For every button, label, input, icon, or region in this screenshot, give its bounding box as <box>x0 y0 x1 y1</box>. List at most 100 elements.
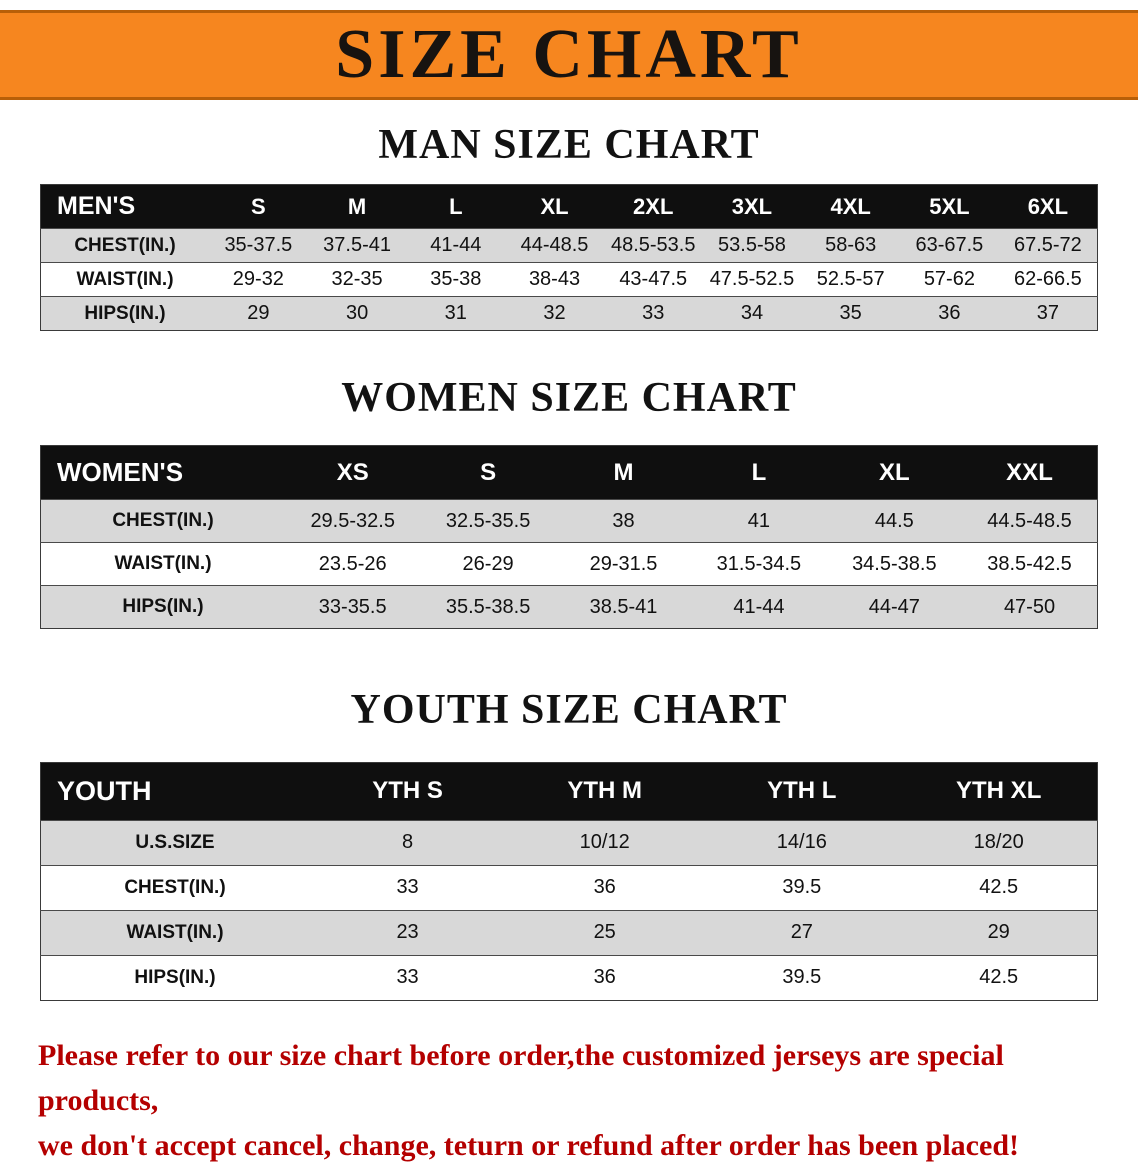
header-row: WOMEN'S XS S M L XL XXL <box>40 445 1098 500</box>
size-value: 37 <box>1036 302 1059 325</box>
size-column-header: XS <box>285 445 421 500</box>
size-value: 48.5-53.5 <box>610 234 696 257</box>
size-value: 29 <box>987 921 1010 944</box>
footer-notice: Please refer to our size chart before or… <box>38 1033 1100 1168</box>
size-value: 47-50 <box>1003 595 1056 618</box>
size-value: 29.5-32.5 <box>310 509 395 532</box>
size-value: 53.5-58 <box>718 234 786 257</box>
size-value: 18/20 <box>973 831 1024 854</box>
footer-notice-line-1: Please refer to our size chart before or… <box>38 1038 1004 1117</box>
table-corner-label: MEN'S <box>40 184 209 229</box>
size-value: 43-47.5 <box>619 268 688 291</box>
size-value: 23.5-26 <box>318 552 387 575</box>
size-value: 39.5 <box>782 966 822 989</box>
size-value: 27 <box>790 921 813 944</box>
women-size-chart-heading: WOMEN SIZE CHART <box>341 375 797 422</box>
size-value: 33 <box>396 876 419 899</box>
size-value: 39.5 <box>782 876 822 899</box>
size-value: 63-67.5 <box>915 234 984 257</box>
header-row: YOUTH YTH S YTH M YTH L YTH XL <box>40 762 1098 821</box>
size-column-header: 2XL <box>603 184 703 229</box>
size-value: 10/12 <box>579 831 630 854</box>
size-value: 37.5-41 <box>323 234 391 257</box>
table-row: U.S.SIZE 8 10/12 14/16 18/20 <box>40 820 1098 866</box>
size-value: 67.5-72 <box>1013 234 1082 257</box>
size-value: 32-35 <box>331 268 383 291</box>
size-value: 23 <box>396 921 419 944</box>
size-value: 35.5-38.5 <box>445 595 531 618</box>
size-value: 41-44 <box>430 234 482 257</box>
size-column-header: YTH L <box>703 762 901 821</box>
size-chart-banner: SIZE CHART <box>0 10 1138 100</box>
man-size-chart-heading: MAN SIZE CHART <box>378 122 760 168</box>
size-value: 31.5-34.5 <box>716 552 802 575</box>
size-column-header: 5XL <box>900 184 999 229</box>
size-value: 36 <box>938 302 961 325</box>
size-value: 31 <box>444 302 467 325</box>
table-row: CHEST(IN.) 33 36 39.5 42.5 <box>40 865 1098 911</box>
mens-table-body: CHEST(IN.) 35-37.5 37.5-41 41-44 44-48.5 48.5… <box>40 228 1098 331</box>
size-value: 34 <box>740 302 764 325</box>
womens-table-body: CHEST(IN.) 29.5-32.5 32.5-35.5 38 41 44.5 44.5… <box>40 499 1098 629</box>
youth-table-body: U.S.SIZE 8 10/12 14/16 18/20 CHEST(IN.) 33 36 39… <box>40 820 1098 1001</box>
size-value: 35 <box>839 302 862 325</box>
size-value: 42.5 <box>979 876 1019 899</box>
size-value: 44-47 <box>868 595 920 618</box>
table-row: CHEST(IN.) 35-37.5 37.5-41 41-44 44-48.5 48.5… <box>40 228 1098 263</box>
size-value: 36 <box>593 876 616 899</box>
size-column-header: L <box>406 184 506 229</box>
size-column-header: S <box>209 184 308 229</box>
size-value: 38 <box>612 509 635 532</box>
table-row: WAIST(IN.) 23.5-26 26-29 29-31.5 31.5-34.5 34… <box>40 542 1098 586</box>
size-column-header: 3XL <box>702 184 802 229</box>
size-column-header: M <box>555 445 692 500</box>
womens-table-header: WOMEN'S XS S M L XL XXL <box>40 445 1098 500</box>
size-value: 44.5-48.5 <box>987 509 1072 532</box>
size-value: 41-44 <box>733 595 785 618</box>
table-row: WAIST(IN.) 23 25 27 29 <box>40 910 1098 956</box>
row-label: CHEST(IN.) <box>124 876 226 898</box>
size-column-header: XL <box>826 445 963 500</box>
size-column-header: YTH M <box>506 762 704 821</box>
size-value: 34.5-38.5 <box>852 552 937 575</box>
size-value: 38.5-41 <box>589 595 658 618</box>
size-value: 36 <box>593 966 616 989</box>
size-value: 8 <box>402 831 414 854</box>
table-row: HIPS(IN.) 29 30 31 32 33 34 35 36 37 <box>40 296 1098 331</box>
row-label: HIPS(IN.) <box>122 596 204 618</box>
size-value: 32.5-35.5 <box>445 509 531 532</box>
row-label: HIPS(IN.) <box>134 966 216 988</box>
size-value: 30 <box>345 302 369 325</box>
size-column-header: S <box>420 445 556 500</box>
size-value: 29-32 <box>232 268 284 291</box>
size-value: 62-66.5 <box>1013 268 1082 291</box>
youth-size-table: YOUTH YTH S YTH M YTH L YTH XL U.S.SIZE 8 10/1… <box>40 761 1098 1001</box>
size-column-header: 4XL <box>801 184 901 229</box>
size-value: 44.5 <box>874 509 914 532</box>
size-column-header: L <box>691 445 827 500</box>
table-row: WAIST(IN.) 29-32 32-35 35-38 38-43 43-47.5 47.… <box>40 262 1098 297</box>
row-label: WAIST(IN.) <box>114 553 212 575</box>
size-value: 58-63 <box>825 234 877 257</box>
size-value: 44-48.5 <box>520 234 589 257</box>
size-value: 26-29 <box>462 552 514 575</box>
size-value: 29-31.5 <box>589 552 658 575</box>
size-value: 38.5-42.5 <box>987 552 1072 575</box>
size-value: 41 <box>747 509 771 532</box>
size-column-header: XL <box>505 184 604 229</box>
table-row: HIPS(IN.) 33-35.5 35.5-38.5 38.5-41 41-44 44-… <box>40 585 1098 629</box>
size-column-header: YTH S <box>309 762 507 821</box>
row-label: WAIST(IN.) <box>126 921 224 943</box>
size-value: 32 <box>543 302 566 325</box>
size-value: 35-38 <box>430 268 482 291</box>
size-value: 33 <box>396 966 419 989</box>
page-title: SIZE CHART <box>335 16 803 93</box>
table-corner-label: YOUTH <box>40 762 309 821</box>
row-label: CHEST(IN.) <box>112 510 214 532</box>
size-column-header: YTH XL <box>900 762 1098 821</box>
size-column-header: 6XL <box>998 184 1098 229</box>
womens-size-table: WOMEN'S XS S M L XL XXL CHEST(IN.) 29.5-32.5 32.… <box>40 445 1098 630</box>
table-row: CHEST(IN.) 29.5-32.5 32.5-35.5 38 41 44.5 44.5… <box>40 499 1098 543</box>
header-row: MEN'S S M L XL 2XL 3XL 4XL 5XL 6XL <box>40 184 1098 229</box>
youth-size-chart-heading: YOUTH SIZE CHART <box>350 687 788 734</box>
